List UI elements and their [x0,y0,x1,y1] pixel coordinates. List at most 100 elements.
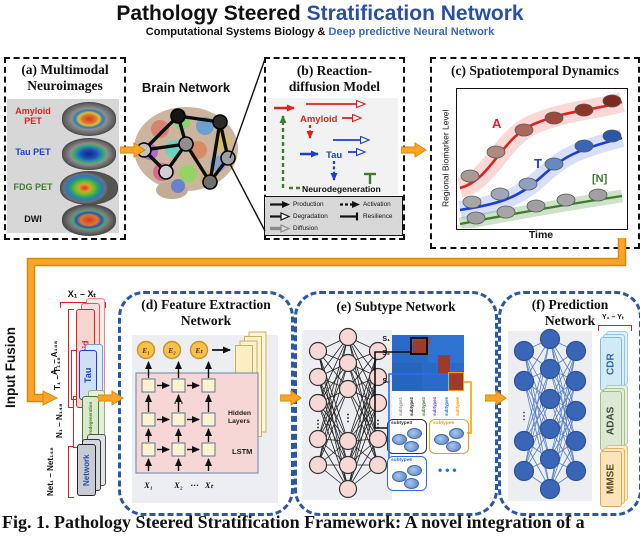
a-curve-brain-icons [460,94,622,183]
subtype-group-box-black: subtype3 [387,419,427,454]
figure-caption: Fig. 1. Pathology Steered Stratification… [2,512,585,532]
subtype-group-label: subtype3 [391,421,413,426]
legend-diffusion-label: Diffusion [293,225,318,232]
fdg-pet-image [60,171,118,205]
subtype-group-label: subtype6 [391,458,413,463]
subtype-group-box-blue: subtype6 [387,456,427,491]
legend-activation: Activation [339,200,391,209]
subtitle-blue-part: Deep predictive Neural Network [328,26,495,38]
lstm-dots: ⋯ [174,398,184,409]
matrix-row-sn: Sₙ [382,378,390,385]
network-input-card: Network [77,444,96,496]
subtype-group-box-orange: subtype5 [429,419,469,454]
legend-resilience: Resilience [339,212,392,221]
input-x2-label: X₂ [173,480,183,490]
resilience-bar-icon [340,212,359,221]
degradation-arrow-icon [270,212,291,221]
curve-a-label: A [492,116,502,131]
t-curve-brain-icons [462,129,622,209]
curve-t-label: T [534,156,542,171]
amyloid-pet-image [62,102,116,136]
input-x1-label: X₁ [143,480,153,490]
page-subtitle: Computational Systems Biology & Deep pre… [0,26,640,38]
lstm-input-labels: X₁ X₂ ⋯ Xₜ [143,480,213,490]
amyloid-pet-label: Amyloid PET [15,106,51,126]
legend-production-label: Production [293,201,324,208]
matrix-row-s1: S₁ [382,336,390,343]
panel-c-title: (c) Spatiotemporal Dynamics [451,63,619,78]
encoder-e1-label: E₁ [141,346,150,355]
matrix-highlight-orange [448,372,464,391]
reaction-diffusion-diagram: Amyloid Tau Neurodegeneration [266,98,398,195]
encoder-nodes: E₁ E₂ Eₜ [136,340,209,360]
matrix-row-s2: S₂ [382,350,390,357]
subtype-tick-4: subtype4 [432,397,437,416]
encoder-e2-label: E₂ [167,346,176,355]
flow-arrow-e-to-f [485,390,507,406]
fdg-pet-label: FDG PET [13,182,53,192]
production-arrow-icon [270,201,290,208]
tau-pet-image [62,138,116,170]
network-nodes [136,108,236,190]
mmse-output-card: MMSE [600,451,622,507]
panel-b-title-2: diffusion Model [288,79,381,94]
mlp-vdots: ⋮ [343,413,353,424]
subtype-tick-5: subtype5 [444,397,449,416]
prediction-mlp: ⋮ [508,328,592,501]
more-subtypes-dots: ••• [438,463,460,477]
flow-arrow-d-to-e [280,390,302,406]
dwi-image [62,204,116,236]
dwi-label: DWI [24,214,42,224]
panel-a-title-1: (a) Multimodal [21,62,109,77]
input-fusion-label: Input Fusion [3,327,18,409]
flow-arrow-a-to-brain [120,142,146,158]
page-title: Pathology Steered Stratification Network [0,2,640,26]
panel-a-title-2: Neuroimages [27,78,103,93]
brain-network-graphic [134,107,238,199]
legend-resilience-label: Resilience [363,213,393,220]
legend-activation-label: Activation [363,201,391,208]
adas-output-card: ADAS [600,391,622,451]
diffusion-arrow-icon [270,224,291,233]
biomarker-curves: A T [N] [456,92,625,228]
lstm-diagram: E₁ E₂ Eₜ ⋯ Hidden Layers LSTM X₁ X₂ ⋯ Xₜ [132,331,278,503]
panel-b-title-1: (b) Reaction- [296,63,373,78]
network-range-label: Net₁ – Net₁₄₈ [46,447,55,497]
tau-pet-label: Tau PET [15,147,51,157]
matrix-highlight-black [410,337,428,355]
subtype-similarity-matrix [392,335,464,391]
lstm-cells [141,378,216,457]
plot-y-axis-label: Regional Biomarker Level [440,109,451,207]
plot-x-axis-label: Time [528,229,554,241]
legend-production: Production [269,200,324,209]
legend-diffusion: Diffusion [269,224,318,233]
reaction-legend: Production Degradation Diffusion Activat… [264,196,403,236]
neuro-range-label: N₁ – N₁₄₈ [55,403,64,439]
input-dots: ⋯ [190,480,199,490]
subtype-tick-3: subtype3 [421,397,426,416]
subtitle-black-part: Computational Systems Biology & [145,26,329,38]
flow-arrow-b-to-c [401,142,427,158]
y-range-label: Y₁ – Yₜ [602,314,624,321]
cdr-output-card: CDR [600,337,622,391]
tau-range-label: T₁ – T₁₄₈ [53,357,62,391]
brain-network-label: Brain Network [141,80,231,95]
legend-degradation: Degradation [269,212,328,221]
mlp-vdots: ⋮ [313,419,323,430]
amyloid-node-label: Amyloid [300,114,338,125]
curve-n-label: [N] [592,173,608,185]
subtype-tick-2: subtype2 [409,397,414,416]
hidden-layers-label-1: Hidden [228,410,251,417]
encoder-et-label: Eₜ [194,346,203,355]
title-blue-part: Stratification Network [306,2,524,25]
legend-degradation-label: Degradation [293,213,328,220]
subtype-mlp: ⋮ ⋮ ⋮ [302,327,392,500]
lstm-label: LSTM [232,447,252,456]
network-brace [68,446,74,498]
title-black-part: Pathology Steered [116,2,307,25]
activation-arrow-icon [340,201,360,208]
subtype-tick-6: subtype6 [455,397,460,416]
input-xt-label: Xₜ [204,480,214,490]
neurodegeneration-node-label: Neurodegeneration [302,184,381,194]
